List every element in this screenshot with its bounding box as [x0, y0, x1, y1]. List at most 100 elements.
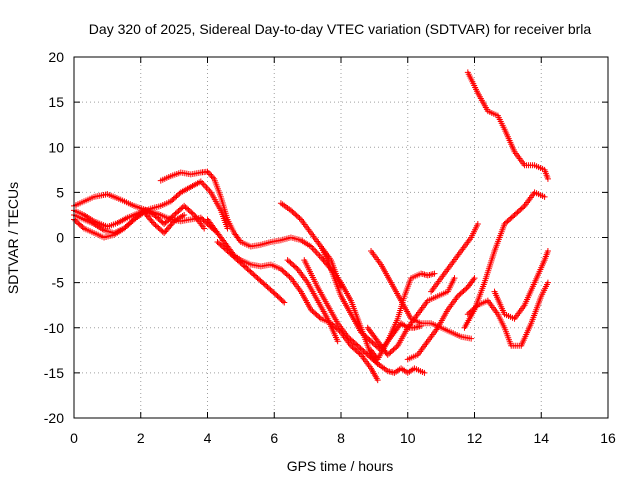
data-points: [71, 69, 551, 384]
data-series: [368, 248, 475, 342]
data-point: [473, 303, 480, 310]
data-point: [282, 269, 289, 276]
data-point: [273, 291, 280, 298]
data-point: [507, 215, 514, 222]
data-series: [204, 216, 381, 384]
data-point: [283, 271, 290, 278]
data-point: [347, 336, 354, 343]
data-point: [514, 209, 521, 216]
data-point: [366, 353, 373, 360]
x-tick-label: 14: [533, 430, 549, 446]
data-point: [387, 349, 394, 356]
data-point: [466, 309, 473, 316]
data-point: [370, 340, 377, 347]
data-point: [508, 214, 515, 221]
data-point: [374, 377, 381, 384]
data-point: [257, 277, 264, 284]
data-point: [173, 209, 180, 216]
data-series: [464, 69, 551, 182]
y-tick-label: -5: [52, 275, 65, 291]
data-point: [356, 344, 363, 351]
data-series: [317, 243, 425, 354]
data-point: [123, 222, 130, 229]
data-point: [285, 272, 292, 279]
data-point: [390, 346, 397, 353]
data-point: [454, 293, 461, 300]
data-point: [456, 291, 463, 298]
data-point: [169, 213, 176, 220]
data-point: [354, 342, 361, 349]
data-point: [156, 226, 163, 233]
data-point: [155, 215, 162, 222]
data-point: [384, 351, 391, 358]
data-point: [346, 335, 353, 342]
data-point: [373, 343, 380, 350]
data-point: [176, 206, 183, 213]
data-point: [502, 219, 509, 226]
data-point: [151, 211, 158, 218]
data-point: [334, 338, 341, 345]
data-point: [391, 345, 398, 352]
data-point: [520, 204, 527, 211]
data-point: [204, 186, 211, 193]
data-point: [122, 224, 129, 231]
data-point: [362, 333, 369, 340]
data-point: [471, 275, 478, 282]
data-point: [389, 347, 396, 354]
data-point: [286, 273, 293, 280]
data-point: [186, 208, 193, 215]
data-point: [235, 258, 242, 265]
data-point: [207, 171, 214, 178]
data-point: [309, 245, 316, 252]
data-point: [225, 249, 232, 256]
data-point: [172, 194, 179, 201]
data-series: [404, 275, 478, 363]
data-point: [366, 336, 373, 343]
data-point: [286, 258, 293, 265]
data-point: [511, 211, 518, 218]
data-point: [227, 250, 234, 257]
data-point: [76, 221, 83, 228]
data-point: [220, 244, 227, 251]
data-point: [518, 205, 525, 212]
data-point: [463, 285, 470, 292]
data-point: [271, 290, 278, 297]
grid-lines: [74, 57, 608, 418]
data-point: [181, 211, 188, 218]
data-point: [544, 248, 551, 255]
data-series: [284, 257, 341, 345]
data-point: [467, 308, 474, 315]
data-point: [208, 172, 215, 179]
data-point: [315, 313, 322, 320]
data-series: [71, 209, 188, 241]
data-point: [541, 193, 548, 200]
data-point: [169, 219, 176, 226]
data-point: [142, 210, 149, 217]
data-point: [233, 255, 240, 262]
data-point: [199, 180, 206, 187]
data-point: [451, 275, 458, 282]
data-series: [368, 270, 438, 363]
x-tick-label: 16: [600, 430, 616, 446]
data-point: [155, 224, 162, 231]
data-point: [268, 288, 275, 295]
data-point: [287, 207, 294, 214]
data-point: [162, 228, 169, 235]
data-point: [243, 264, 250, 271]
data-point: [151, 220, 158, 227]
data-point: [251, 272, 258, 279]
data-point: [460, 288, 467, 295]
data-point: [167, 198, 174, 205]
data-point: [295, 213, 302, 220]
data-point: [544, 279, 551, 286]
data-point: [284, 257, 291, 264]
data-point: [247, 268, 254, 275]
data-point: [141, 209, 148, 216]
data-point: [181, 202, 188, 209]
data-point: [168, 221, 175, 228]
data-point: [367, 354, 374, 361]
y-tick-label: 5: [56, 184, 64, 200]
data-point: [79, 224, 86, 231]
data-point: [309, 307, 316, 314]
